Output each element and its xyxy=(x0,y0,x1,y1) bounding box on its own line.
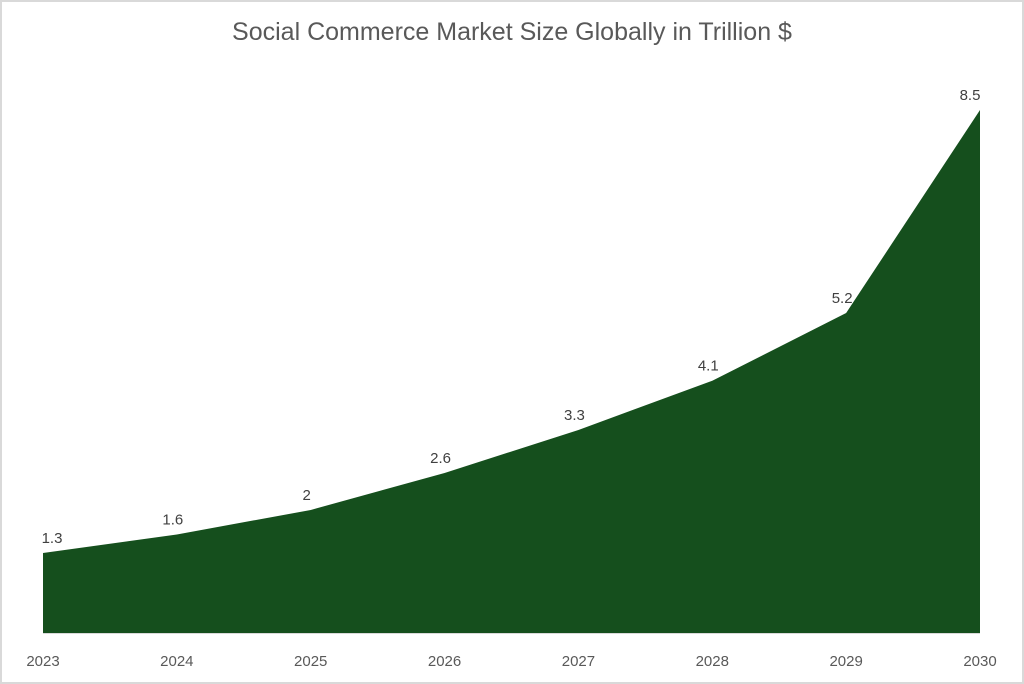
area-series xyxy=(43,110,980,633)
data-label: 1.6 xyxy=(162,512,183,529)
x-tick-label: 2025 xyxy=(294,653,327,670)
chart-title: Social Commerce Market Size Globally in … xyxy=(232,18,792,46)
x-tick-label: 2024 xyxy=(160,653,193,670)
x-tick-label: 2027 xyxy=(562,653,595,670)
data-label: 2.6 xyxy=(430,450,451,467)
data-label: 5.2 xyxy=(832,290,853,307)
data-label: 1.3 xyxy=(42,530,63,547)
x-tick-label: 2026 xyxy=(428,653,461,670)
x-tick-label: 2030 xyxy=(963,653,996,670)
data-label: 2 xyxy=(303,487,311,504)
x-tick-label: 2023 xyxy=(26,653,59,670)
x-tick-label: 2029 xyxy=(829,653,862,670)
data-label: 8.5 xyxy=(960,87,981,104)
data-label: 4.1 xyxy=(698,358,719,375)
x-tick-label: 2028 xyxy=(696,653,729,670)
data-label: 3.3 xyxy=(564,407,585,424)
